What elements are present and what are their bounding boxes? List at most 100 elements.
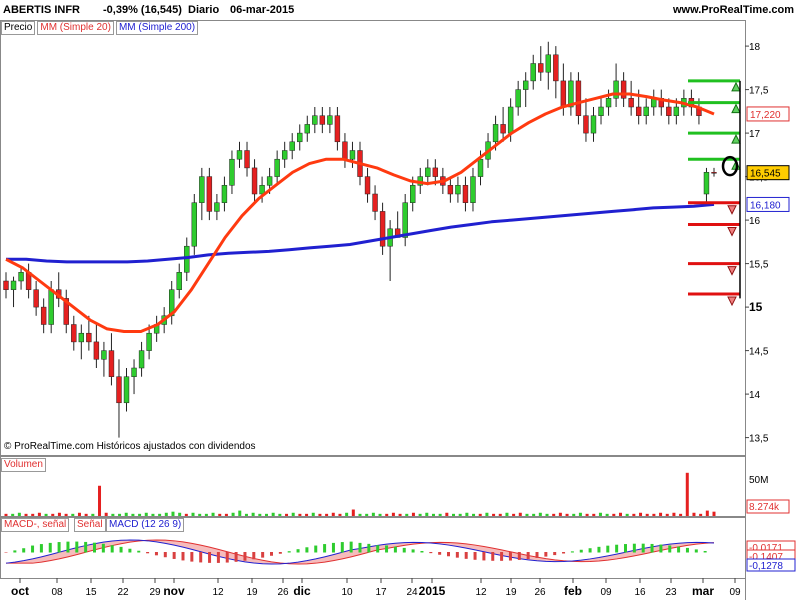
volume-bar — [679, 513, 683, 516]
macd-histogram-bar — [110, 545, 114, 553]
candle-body — [48, 289, 54, 325]
macd-histogram-bar — [4, 552, 8, 553]
macd-histogram-bar — [331, 542, 335, 553]
candle-body — [635, 106, 642, 116]
volume-bar — [492, 513, 496, 516]
candle-body — [560, 80, 567, 108]
volume-badge-box — [746, 499, 790, 514]
period-label: Diario — [188, 4, 220, 16]
volume-bar — [659, 512, 663, 516]
legend-price[interactable]: Precio — [1, 21, 36, 35]
volume-bar — [171, 511, 175, 516]
signal-label[interactable]: Señal — [74, 518, 106, 532]
macd-signal-label[interactable]: MACD-, señal — [1, 518, 70, 532]
candle-body — [327, 115, 333, 125]
macd-histogram-bar — [703, 550, 707, 553]
x-tick-label: dic — [293, 584, 311, 598]
volume-bar — [271, 512, 275, 516]
volume-bar — [305, 513, 309, 516]
volume-label[interactable]: Volumen — [1, 458, 46, 472]
macd-histogram-bar — [615, 544, 619, 553]
volume-bar — [505, 512, 509, 516]
date-label: 06-mar-2015 — [230, 4, 295, 16]
volume-bar — [285, 513, 289, 516]
volume-bar — [111, 513, 115, 516]
price-badge-label: 16,545 — [750, 169, 781, 180]
volume-bar — [4, 513, 8, 516]
candle-body — [673, 106, 680, 116]
volume-bar — [57, 512, 61, 516]
macd-histogram-bar — [39, 544, 43, 553]
candle-body — [703, 172, 710, 195]
macd-histogram-bar — [570, 551, 574, 553]
macd-histogram-bar — [367, 543, 371, 553]
macd-histogram-bar — [659, 544, 663, 553]
y-tick-label: 14,5 — [749, 347, 769, 358]
macd-histogram-bar — [588, 548, 592, 553]
volume-bar — [712, 511, 716, 516]
site-label: www.ProRealTime.com — [672, 4, 794, 16]
candle-body — [86, 332, 92, 343]
volume-bar — [445, 512, 449, 516]
macd-histogram-bar — [93, 542, 96, 553]
macd-histogram-bar — [650, 543, 654, 553]
candle-body — [78, 332, 85, 343]
volume-bar — [71, 513, 75, 516]
candle-body — [477, 158, 484, 177]
volume-bar — [532, 513, 536, 516]
volume-bar — [452, 513, 456, 516]
volume-bar — [652, 513, 656, 516]
volume-bar — [291, 512, 295, 516]
candle-body — [3, 280, 9, 290]
macd-histogram-bar — [296, 549, 300, 553]
macd-histogram-bar — [597, 546, 601, 553]
candle-body — [123, 376, 130, 404]
x-tick-label: 12 — [475, 587, 487, 598]
copyright-note: © ProRealTime.com Históricos ajustados c… — [4, 441, 256, 452]
down-arrow-icon — [727, 205, 737, 215]
candle-body — [289, 141, 295, 151]
volume-bar — [91, 513, 95, 516]
macd-histogram-bar — [31, 545, 35, 553]
volume-bar — [431, 513, 435, 516]
ma200-line — [6, 202, 715, 264]
x-tick-label: mar — [692, 584, 714, 598]
candle-body — [462, 185, 469, 203]
price-legend: Precio MM (Simple 20) MM (Simple 200) — [1, 21, 200, 35]
macd-histogram-bar — [190, 552, 194, 562]
legend-ma200[interactable]: MM (Simple 200) — [115, 21, 199, 35]
price-badge-box — [746, 106, 790, 122]
macd-histogram-bar — [641, 543, 645, 553]
legend-ma20[interactable]: MM (Simple 20) — [37, 21, 114, 35]
macd-histogram-bar — [526, 552, 530, 560]
macd-histogram-bar — [84, 541, 88, 553]
volume-bar — [251, 512, 255, 516]
candle-body — [131, 367, 137, 377]
volume-bar — [438, 513, 442, 516]
macd-histogram-bar — [208, 552, 212, 563]
volume-bar — [131, 513, 135, 516]
macd-histogram-bar — [473, 552, 477, 560]
down-arrow-icon — [727, 296, 737, 307]
macd-histogram-bar — [517, 552, 521, 560]
volume-bar — [224, 513, 228, 516]
ma20-line — [5, 92, 715, 333]
volume-bar — [545, 513, 549, 516]
volume-bar — [158, 513, 162, 516]
macd-histogram-bar — [349, 541, 353, 553]
candle-body — [199, 176, 205, 203]
x-tick-label: nov — [163, 584, 185, 598]
volume-bar — [104, 512, 108, 516]
candle-body — [425, 167, 431, 177]
up-arrow-icon — [731, 133, 741, 144]
candle-body — [613, 80, 619, 99]
macd-histogram-bar — [305, 547, 309, 553]
candle-body — [523, 80, 529, 90]
up-arrow-icon — [731, 103, 741, 114]
macd-histogram-bar — [128, 548, 132, 553]
macd-label[interactable]: MACD (12 26 9) — [106, 518, 185, 532]
candle-body — [666, 106, 672, 116]
candle-body — [236, 150, 243, 160]
candle-body — [515, 89, 521, 108]
